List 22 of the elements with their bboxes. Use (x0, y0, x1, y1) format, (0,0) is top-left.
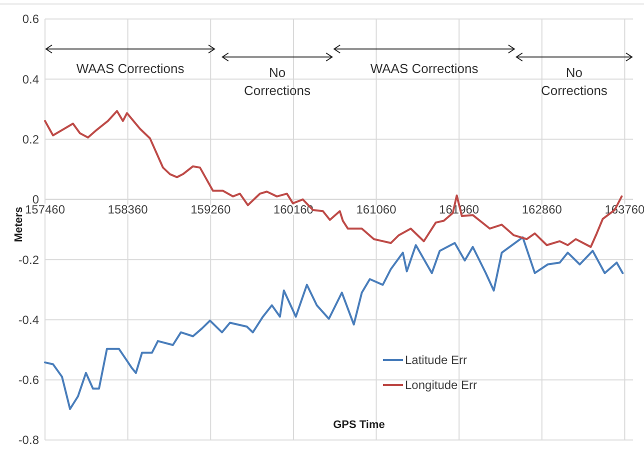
y-tick-label: 0.4 (22, 72, 40, 86)
x-tick-label: 158360 (108, 202, 148, 216)
y-tick-label: -0.2 (18, 252, 40, 267)
y-axis-title: Meters (13, 206, 25, 242)
legend-label: Longitude Err (405, 378, 478, 392)
y-tick-label: -0.4 (18, 312, 40, 327)
x-tick-label: 162860 (522, 202, 562, 216)
x-tick-label: 161060 (356, 202, 397, 216)
annotation: WAAS Corrections (76, 61, 185, 76)
y-tick-label: 0.2 (22, 132, 40, 146)
annotation: No Corrections (540, 65, 608, 98)
x-tick-label: 157460 (24, 202, 66, 216)
annotation: WAAS Corrections (370, 61, 479, 76)
x-tick-label: 160160 (273, 202, 314, 216)
y-tick-label: 0.6 (22, 12, 40, 26)
x-tick-label: 159260 (190, 202, 231, 216)
legend-label: Latitude Err (405, 353, 468, 368)
y-tick-label: -0.8 (18, 433, 40, 448)
annotation: No Corrections (244, 65, 311, 98)
y-tick-label: -0.6 (18, 373, 40, 388)
line-series (44, 236, 624, 410)
x-axis-title: GPS Time (333, 419, 385, 431)
